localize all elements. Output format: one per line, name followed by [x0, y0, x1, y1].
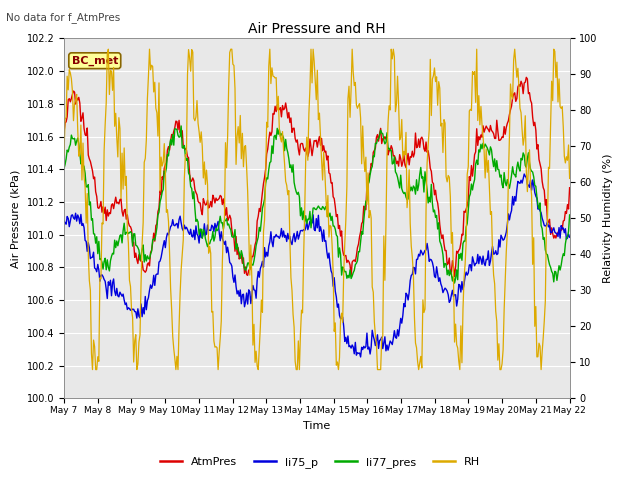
AtmPres: [343, 260, 351, 265]
li77_pres: [566, 212, 573, 218]
li77_pres: [60, 166, 68, 171]
li75_p: [520, 171, 528, 177]
RH: [60, 153, 68, 158]
RH: [369, 289, 377, 295]
RH: [522, 113, 529, 119]
li77_pres: [433, 213, 440, 218]
AtmPres: [218, 193, 225, 199]
li75_p: [433, 264, 440, 270]
AtmPres: [520, 80, 528, 86]
Line: li77_pres: li77_pres: [64, 126, 570, 283]
Title: Air Pressure and RH: Air Pressure and RH: [248, 22, 386, 36]
Y-axis label: Air Pressure (kPa): Air Pressure (kPa): [11, 169, 21, 267]
li77_pres: [451, 280, 458, 286]
li75_p: [60, 218, 68, 224]
li77_pres: [177, 123, 185, 129]
RH: [434, 102, 442, 108]
li75_p: [218, 229, 225, 235]
li75_p: [356, 354, 364, 360]
AtmPres: [566, 185, 573, 191]
li77_pres: [275, 132, 282, 137]
AtmPres: [433, 196, 440, 202]
RH: [220, 227, 227, 232]
Legend: AtmPres, li75_p, li77_pres, RH: AtmPres, li75_p, li77_pres, RH: [156, 452, 484, 472]
RH: [104, 47, 112, 52]
Line: AtmPres: AtmPres: [64, 77, 570, 276]
RH: [566, 176, 573, 181]
li75_p: [343, 341, 351, 347]
AtmPres: [522, 74, 530, 80]
AtmPres: [60, 130, 68, 135]
RH: [275, 126, 283, 132]
li77_pres: [218, 220, 226, 226]
li77_pres: [369, 164, 376, 169]
AtmPres: [273, 102, 281, 108]
Line: RH: RH: [64, 49, 570, 370]
li75_p: [273, 234, 281, 240]
Y-axis label: Relativity Humidity (%): Relativity Humidity (%): [604, 154, 613, 283]
Line: li75_p: li75_p: [64, 174, 570, 357]
li75_p: [369, 327, 376, 333]
Text: BC_met: BC_met: [72, 56, 118, 66]
RH: [89, 367, 97, 372]
li75_p: [522, 173, 529, 179]
Text: No data for f_AtmPres: No data for f_AtmPres: [6, 12, 121, 23]
AtmPres: [348, 274, 355, 279]
li75_p: [566, 234, 573, 240]
RH: [345, 84, 353, 89]
li77_pres: [522, 163, 529, 168]
X-axis label: Time: Time: [303, 420, 330, 431]
li77_pres: [344, 273, 352, 278]
AtmPres: [369, 163, 376, 169]
